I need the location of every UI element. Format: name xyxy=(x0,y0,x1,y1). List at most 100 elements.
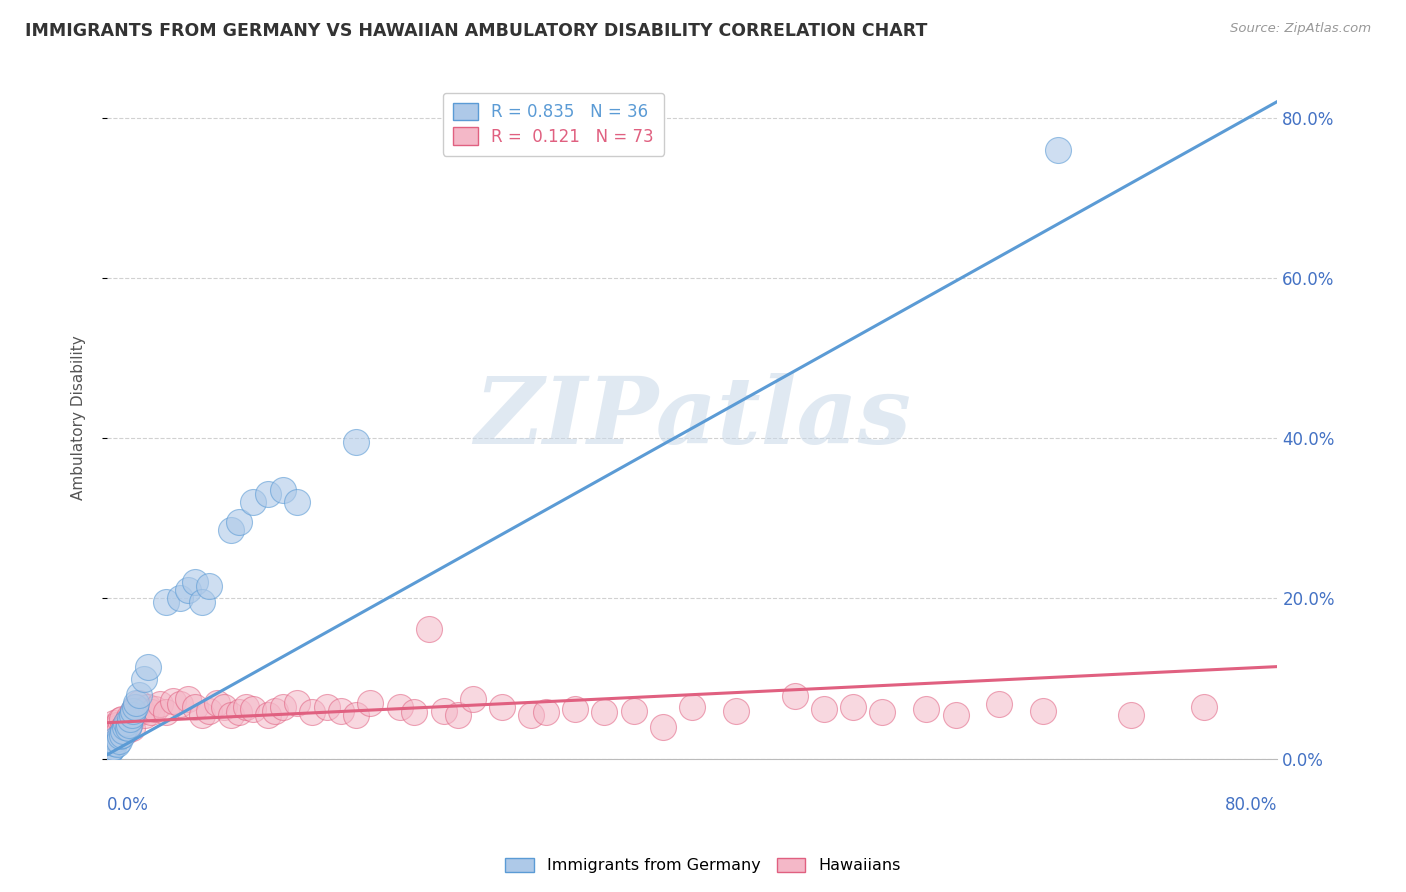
Point xyxy=(330,704,353,718)
Point xyxy=(681,699,703,714)
Point xyxy=(121,707,143,722)
Point xyxy=(120,712,142,726)
Point xyxy=(191,707,214,722)
Point xyxy=(100,742,122,756)
Point xyxy=(112,722,135,736)
Point xyxy=(1194,699,1216,714)
Point xyxy=(131,704,153,718)
Text: IMMIGRANTS FROM GERMANY VS HAWAIIAN AMBULATORY DISABILITY CORRELATION CHART: IMMIGRANTS FROM GERMANY VS HAWAIIAN AMBU… xyxy=(25,22,928,40)
Point xyxy=(107,734,129,748)
Point xyxy=(432,704,454,718)
Point xyxy=(1032,704,1054,718)
Point xyxy=(105,737,128,751)
Point xyxy=(105,718,128,732)
Point xyxy=(344,707,367,722)
Point xyxy=(114,720,136,734)
Text: 0.0%: 0.0% xyxy=(107,797,149,814)
Point xyxy=(257,707,280,722)
Point xyxy=(198,579,221,593)
Point xyxy=(118,718,141,732)
Point xyxy=(169,698,191,712)
Point xyxy=(198,704,221,718)
Point xyxy=(103,715,125,730)
Point xyxy=(124,707,146,722)
Point xyxy=(1119,707,1142,722)
Point xyxy=(115,723,138,738)
Point xyxy=(842,699,865,714)
Point xyxy=(136,699,159,714)
Point xyxy=(725,704,748,718)
Point xyxy=(128,696,150,710)
Point xyxy=(491,699,513,714)
Text: 80.0%: 80.0% xyxy=(1225,797,1278,814)
Point xyxy=(117,714,139,728)
Point xyxy=(124,699,146,714)
Point xyxy=(120,715,142,730)
Point xyxy=(149,698,172,712)
Point xyxy=(191,595,214,609)
Point xyxy=(623,704,645,718)
Point xyxy=(100,720,122,734)
Y-axis label: Ambulatory Disability: Ambulatory Disability xyxy=(72,335,86,500)
Point xyxy=(104,731,127,746)
Point xyxy=(101,728,124,742)
Point xyxy=(915,702,938,716)
Point xyxy=(872,706,894,720)
Point xyxy=(242,495,264,509)
Point xyxy=(235,699,257,714)
Point xyxy=(184,699,207,714)
Point xyxy=(221,707,243,722)
Point xyxy=(125,699,148,714)
Point xyxy=(184,575,207,590)
Point xyxy=(132,672,155,686)
Point xyxy=(783,690,806,704)
Point xyxy=(169,591,191,606)
Point xyxy=(101,739,124,754)
Point xyxy=(344,435,367,450)
Point xyxy=(110,714,132,728)
Point xyxy=(315,699,337,714)
Point xyxy=(264,704,287,718)
Point xyxy=(534,706,557,720)
Point xyxy=(112,723,135,738)
Point xyxy=(205,696,228,710)
Point xyxy=(228,706,250,720)
Point xyxy=(104,722,127,736)
Point xyxy=(285,696,308,710)
Point xyxy=(111,728,134,742)
Point xyxy=(988,698,1011,712)
Point xyxy=(155,706,177,720)
Point xyxy=(418,622,440,636)
Point xyxy=(593,706,616,720)
Point xyxy=(257,487,280,501)
Text: Source: ZipAtlas.com: Source: ZipAtlas.com xyxy=(1230,22,1371,36)
Point xyxy=(111,712,134,726)
Point xyxy=(103,736,125,750)
Point xyxy=(139,706,162,720)
Point xyxy=(388,699,411,714)
Point xyxy=(285,495,308,509)
Point xyxy=(301,706,323,720)
Point xyxy=(813,702,835,716)
Legend: Immigrants from Germany, Hawaiians: Immigrants from Germany, Hawaiians xyxy=(499,851,907,880)
Point xyxy=(447,707,470,722)
Point xyxy=(271,483,294,498)
Point xyxy=(221,524,243,538)
Point xyxy=(271,699,294,714)
Point xyxy=(136,659,159,673)
Point xyxy=(520,707,543,722)
Point xyxy=(564,702,586,716)
Point xyxy=(98,723,121,738)
Point xyxy=(122,704,145,718)
Point xyxy=(162,694,184,708)
Point xyxy=(117,722,139,736)
Point xyxy=(242,702,264,716)
Point xyxy=(228,516,250,530)
Point xyxy=(143,702,166,716)
Point xyxy=(118,710,141,724)
Point xyxy=(128,688,150,702)
Point xyxy=(945,707,967,722)
Point xyxy=(98,744,121,758)
Point xyxy=(121,722,143,736)
Point xyxy=(110,729,132,743)
